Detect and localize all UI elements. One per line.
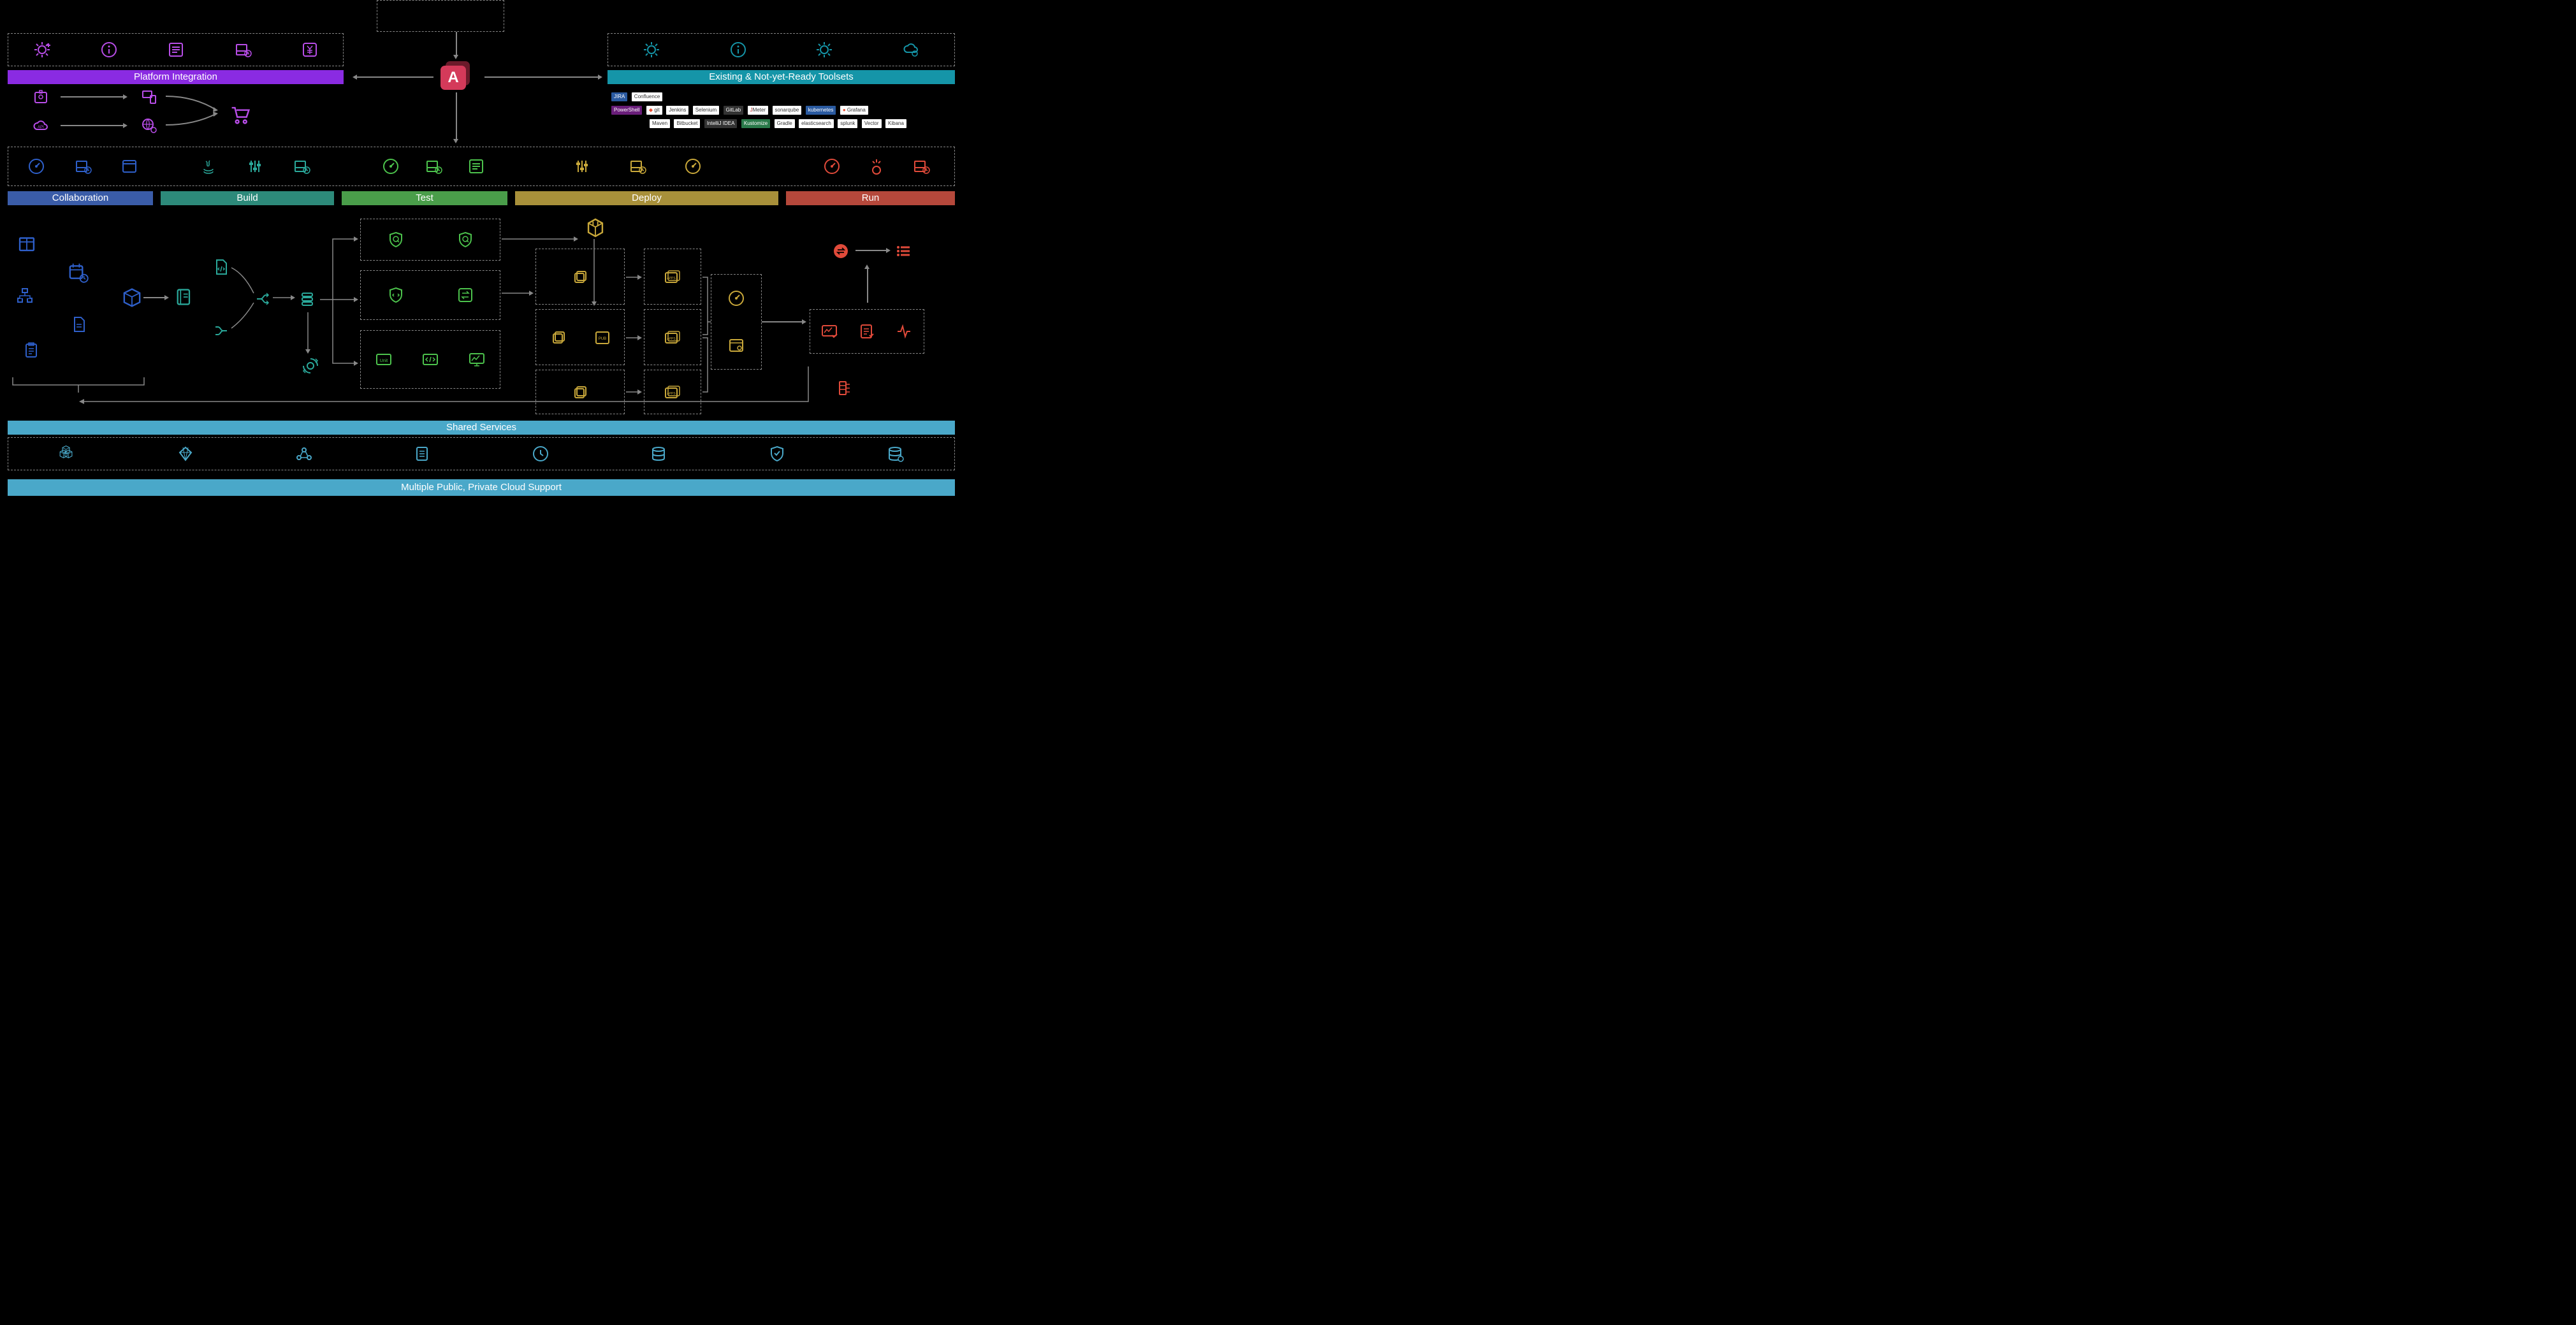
collaboration-bar: Collaboration bbox=[8, 191, 153, 205]
file-icon bbox=[70, 315, 88, 333]
calendar-time-icon bbox=[67, 261, 89, 283]
server-time-icon bbox=[293, 157, 310, 175]
gear-plus-icon bbox=[33, 41, 51, 59]
network-icon bbox=[295, 445, 313, 463]
gear-icon bbox=[815, 41, 833, 59]
toolsets-logos: JIRA Confluence PowerShell ◆ git Jenkins… bbox=[611, 89, 955, 140]
server-time-icon bbox=[425, 157, 442, 175]
info-icon bbox=[100, 41, 118, 59]
globe-gear-icon bbox=[140, 117, 158, 134]
server-time-icon bbox=[912, 157, 930, 175]
list-box-icon bbox=[167, 41, 185, 59]
gauge-icon bbox=[27, 157, 45, 175]
app-gear-icon bbox=[727, 337, 745, 354]
list-box-icon bbox=[467, 157, 485, 175]
window-icon bbox=[120, 157, 138, 175]
shared-services-iconbox bbox=[8, 437, 955, 470]
gauge-icon bbox=[382, 157, 400, 175]
platform-integration-iconbox bbox=[8, 33, 344, 66]
server-rack-icon bbox=[835, 379, 853, 397]
cloud-gear-icon bbox=[902, 41, 920, 59]
shield-check-icon bbox=[768, 445, 786, 463]
hub-a-icon: A bbox=[440, 61, 472, 90]
package-icon bbox=[16, 233, 38, 254]
alert-icon bbox=[868, 157, 885, 175]
sliders-icon bbox=[573, 157, 591, 175]
cubes-icon bbox=[59, 445, 76, 463]
run-flow bbox=[810, 236, 950, 402]
cloud-support-bar: Multiple Public, Private Cloud Support bbox=[8, 479, 955, 496]
build-flow bbox=[164, 214, 343, 392]
monitor-graph-icon bbox=[468, 351, 486, 368]
server-time-icon bbox=[74, 157, 92, 175]
swap-icon bbox=[456, 286, 474, 304]
activity-icon bbox=[896, 322, 913, 340]
database-gear-icon bbox=[886, 445, 904, 463]
feedback-arrow bbox=[76, 366, 810, 424]
top-header-box bbox=[377, 0, 504, 32]
clock-icon bbox=[532, 445, 549, 463]
test-bar: Test bbox=[342, 191, 507, 205]
platform-flow bbox=[25, 88, 268, 139]
yen-box-icon bbox=[301, 41, 319, 59]
shared-services-bar: Shared Services bbox=[8, 421, 955, 435]
swap-circle-icon bbox=[832, 242, 850, 260]
id-card-icon bbox=[32, 88, 50, 106]
deploy-side bbox=[711, 274, 762, 370]
shield-q-icon bbox=[456, 231, 474, 249]
database-icon bbox=[650, 445, 667, 463]
run-metrics-box bbox=[810, 309, 924, 354]
platform-integration-bar: Platform Integration bbox=[8, 70, 344, 84]
test-box-1 bbox=[360, 219, 500, 261]
gauge-icon bbox=[823, 157, 841, 175]
chart-check-icon bbox=[820, 322, 838, 340]
run-bar: Run bbox=[786, 191, 955, 205]
api-cloud-icon bbox=[32, 117, 50, 134]
server-time-icon bbox=[234, 41, 252, 59]
cube-icon bbox=[121, 287, 143, 308]
unit-icon bbox=[375, 351, 393, 368]
cart-icon bbox=[229, 104, 251, 126]
gauge-icon bbox=[727, 289, 745, 307]
test-box-2 bbox=[360, 270, 500, 320]
doc-icon bbox=[413, 445, 431, 463]
diamond-icon bbox=[177, 445, 194, 463]
gear-icon bbox=[643, 41, 660, 59]
doc-check-icon bbox=[858, 322, 876, 340]
info-icon bbox=[729, 41, 747, 59]
deploy-bar: Deploy bbox=[515, 191, 778, 205]
list-icon bbox=[896, 242, 913, 260]
devices-icon bbox=[140, 88, 158, 106]
gauge-icon bbox=[684, 157, 702, 175]
shield-q-icon bbox=[387, 231, 405, 249]
toolsets-iconbox bbox=[608, 33, 955, 66]
collaboration-flow bbox=[10, 214, 156, 379]
code-brackets-icon bbox=[421, 351, 439, 368]
server-time-icon bbox=[629, 157, 646, 175]
sliders-icon bbox=[246, 157, 264, 175]
java-icon bbox=[200, 157, 217, 175]
shield-code-icon bbox=[387, 286, 405, 304]
clipboard-icon bbox=[22, 341, 40, 359]
toolsets-bar: Existing & Not-yet-Ready Toolsets bbox=[608, 70, 955, 84]
org-chart-icon bbox=[16, 287, 34, 305]
build-bar: Build bbox=[161, 191, 334, 205]
